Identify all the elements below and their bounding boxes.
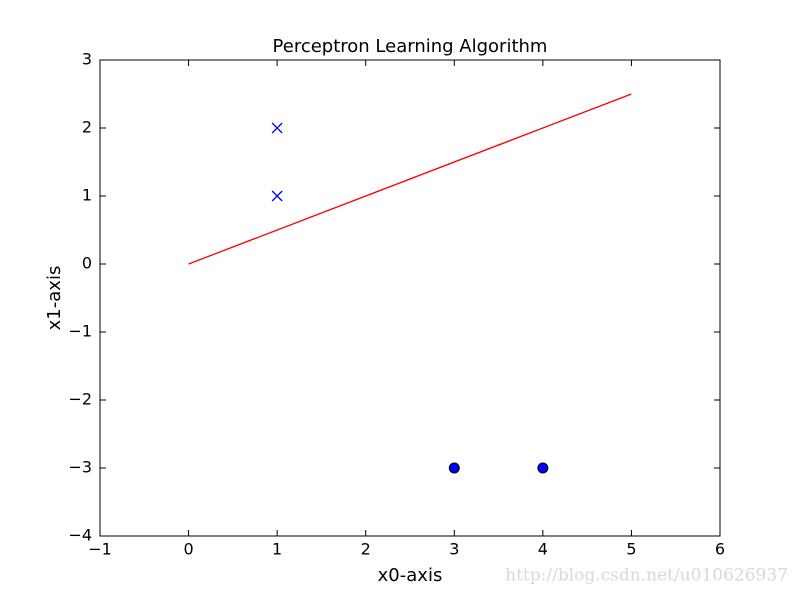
line [188, 93, 632, 265]
x-axis-label: x0-axis [378, 565, 443, 586]
x-tick-label: −1 [88, 540, 112, 559]
x-marker [271, 122, 283, 134]
x-tick-label: 2 [361, 540, 371, 559]
chart-title: Perceptron Learning Algorithm [273, 36, 548, 57]
y-tick-label: −3 [68, 458, 92, 477]
y-tick-label: 2 [82, 118, 92, 137]
circle-marker [448, 462, 460, 474]
y-tick-label: −4 [68, 526, 92, 545]
y-tick-label: −1 [68, 322, 92, 341]
y-axis-label: x1-axis [44, 266, 65, 331]
x-tick-label: 3 [449, 540, 459, 559]
x-tick-label: 4 [538, 540, 548, 559]
plot-frame [99, 59, 721, 537]
x-tick-label: 5 [626, 540, 636, 559]
watermark: http://blog.csdn.net/u010626937 [505, 566, 788, 586]
y-tick-label: 0 [82, 254, 92, 273]
y-tick-label: 3 [82, 50, 92, 69]
x-tick-label: 0 [183, 540, 193, 559]
circle-marker [537, 462, 549, 474]
x-tick-label: 1 [272, 540, 282, 559]
x-marker [271, 190, 283, 202]
y-tick-label: 1 [82, 186, 92, 205]
y-tick-label: −2 [68, 390, 92, 409]
x-tick-label: 6 [715, 540, 725, 559]
